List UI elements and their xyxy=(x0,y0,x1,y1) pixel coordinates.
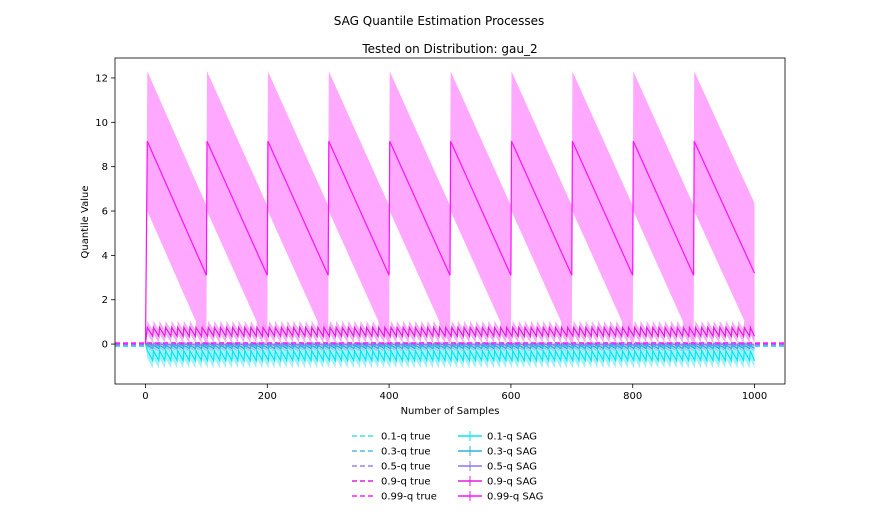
series-line-0-3-q-sag xyxy=(145,343,755,350)
legend: 0.1-q true 0.3-q true 0.5-q true 0.9-q true… xyxy=(352,431,543,503)
x-tick-label: 800 xyxy=(623,391,642,402)
legend-series-label: 0.1-q SAG xyxy=(487,432,537,443)
y-axis-label: Quantile Value xyxy=(80,186,91,259)
band-0-1-q-sag xyxy=(145,343,755,369)
data-layer xyxy=(115,71,785,369)
x-axis-label: Number of Samples xyxy=(401,406,500,417)
series-line-0-5-q-sag xyxy=(145,342,755,346)
y-tick-label: 0 xyxy=(102,340,108,351)
legend-series-label: 0.5-q SAG xyxy=(487,462,537,473)
y-tick-label: 10 xyxy=(95,118,108,129)
y-tick-label: 12 xyxy=(95,73,108,84)
y-tick-label: 2 xyxy=(102,295,108,306)
legend-series-label: 0.9-q SAG xyxy=(487,477,537,488)
legend-series-label: 0.3-q SAG xyxy=(487,447,537,458)
series-line-0-1-q-sag xyxy=(144,343,756,363)
series-line-0-99-q-sag xyxy=(144,140,756,345)
legend-true-label: 0.9-q true xyxy=(381,477,431,488)
plot-area: 0 200 400 600 800 1000 0 2 4 6 8 10 12 xyxy=(95,57,786,402)
legend-true-label: 0.3-q true xyxy=(381,447,431,458)
legend-true-label: 0.99-q true xyxy=(381,492,437,503)
axes-frame xyxy=(114,57,786,385)
legend-series-label: 0.99-q SAG xyxy=(487,492,543,503)
x-tick-label: 600 xyxy=(501,391,520,402)
legend-true-label: 0.5-q true xyxy=(381,462,431,473)
x-tick-label: 1000 xyxy=(742,391,767,402)
y-tick-label: 8 xyxy=(102,162,108,173)
chart-suptitle: SAG Quantile Estimation Processes xyxy=(334,14,544,28)
x-tick-label: 400 xyxy=(380,391,399,402)
x-tick-label: 0 xyxy=(142,391,148,402)
y-tick-label: 6 xyxy=(102,207,108,218)
y-tick-label: 4 xyxy=(102,251,108,262)
chart-title: Tested on Distribution: gau_2 xyxy=(361,42,537,56)
series-line-0-9-q-sag xyxy=(144,325,756,345)
legend-true-label: 0.1-q true xyxy=(381,432,431,443)
x-tick-label: 200 xyxy=(258,391,277,402)
